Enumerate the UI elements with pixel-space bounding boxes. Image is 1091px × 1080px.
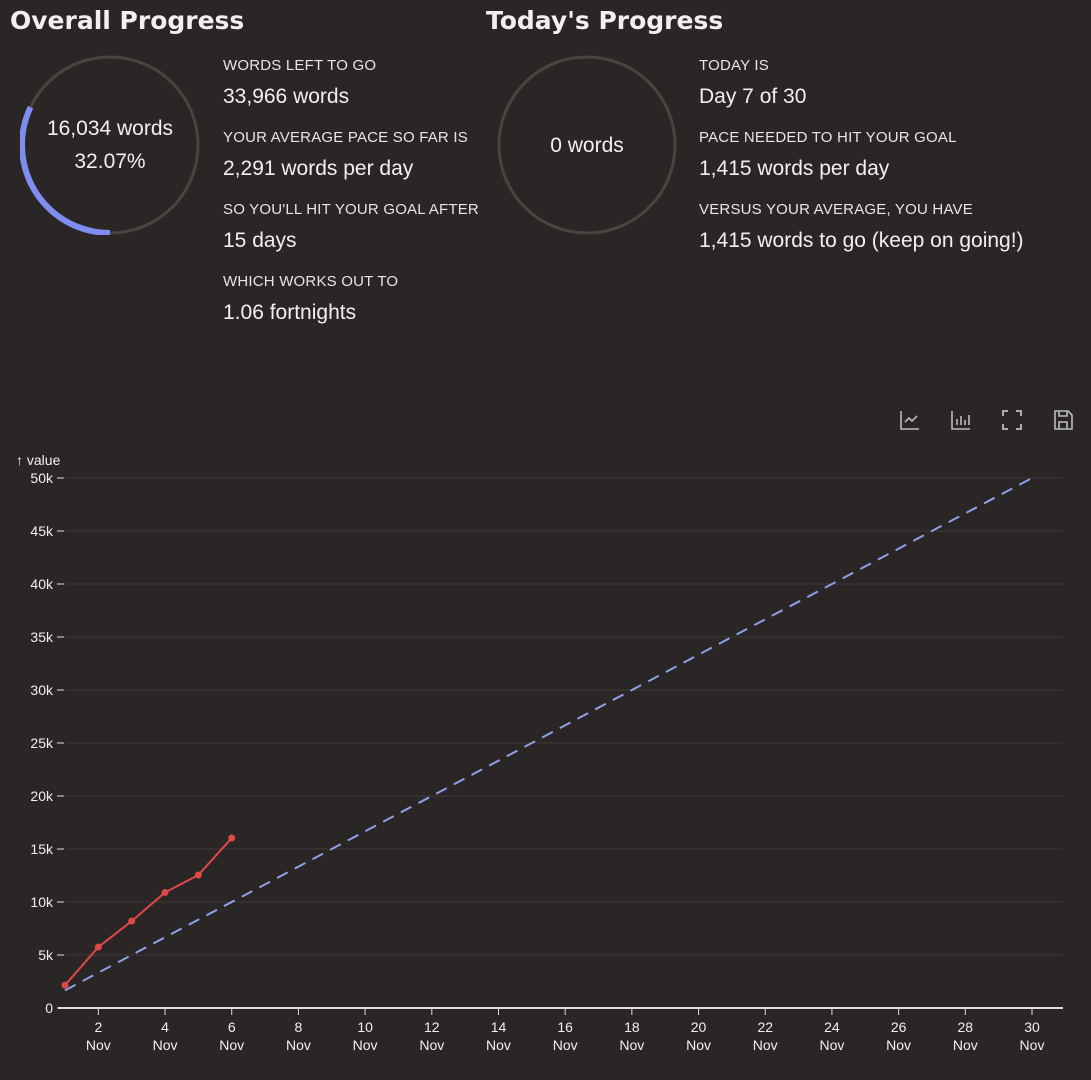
stat-label: Words left to go bbox=[223, 57, 377, 74]
x-tick-month: Nov bbox=[686, 1037, 711, 1053]
stat-label: Versus your average, you have bbox=[699, 201, 973, 218]
x-tick-month: Nov bbox=[353, 1037, 378, 1053]
x-tick-label: 12 bbox=[424, 1019, 440, 1035]
x-tick-label: 20 bbox=[691, 1019, 707, 1035]
fullscreen-icon[interactable] bbox=[1000, 408, 1024, 432]
overall-percent: 32.07% bbox=[74, 150, 146, 173]
y-tick-label: 40k bbox=[30, 576, 54, 592]
data-point[interactable] bbox=[228, 834, 236, 842]
x-tick-month: Nov bbox=[619, 1037, 644, 1053]
chart-toolbar bbox=[898, 408, 1075, 432]
stat-label: So you'll hit your goal after bbox=[223, 201, 479, 218]
stat-value: 1,415 words per day bbox=[699, 157, 890, 180]
stat-value: 33,966 words bbox=[223, 85, 350, 108]
data-point[interactable] bbox=[161, 888, 169, 896]
y-tick-label: 5k bbox=[38, 947, 54, 963]
y-axis-label: ↑ value bbox=[16, 452, 61, 468]
overall-words: 16,034 words bbox=[46, 117, 174, 140]
data-point[interactable] bbox=[94, 943, 102, 951]
x-tick-label: 10 bbox=[357, 1019, 373, 1035]
x-tick-month: Nov bbox=[1020, 1037, 1045, 1053]
y-tick-label: 50k bbox=[30, 470, 54, 486]
stat-label: Which works out to bbox=[223, 273, 399, 290]
x-tick-month: Nov bbox=[553, 1037, 578, 1053]
data-point[interactable] bbox=[61, 981, 69, 989]
x-tick-month: Nov bbox=[486, 1037, 511, 1053]
y-tick-label: 20k bbox=[30, 788, 54, 804]
y-tick-label: 45k bbox=[30, 523, 54, 539]
x-tick-label: 24 bbox=[824, 1019, 840, 1035]
today-words: 0 words bbox=[550, 133, 624, 157]
x-tick-label: 18 bbox=[624, 1019, 640, 1035]
x-tick-month: Nov bbox=[953, 1037, 978, 1053]
x-tick-month: Nov bbox=[153, 1037, 178, 1053]
y-tick-label: 30k bbox=[30, 682, 54, 698]
overall-progress-arc bbox=[19, 54, 201, 236]
stat-label: Pace needed to hit your goal bbox=[699, 129, 957, 146]
stat-value: Day 7 of 30 bbox=[699, 85, 807, 108]
data-point[interactable] bbox=[128, 917, 136, 925]
x-tick-label: 16 bbox=[557, 1019, 573, 1035]
todays-progress-title: Today's Progress bbox=[486, 6, 724, 35]
overall-stats: Words left to go 33,966 words Your avera… bbox=[223, 54, 479, 332]
x-tick-label: 22 bbox=[757, 1019, 773, 1035]
data-point[interactable] bbox=[194, 871, 202, 879]
actual-words-line bbox=[64, 837, 233, 986]
x-tick-label: 30 bbox=[1024, 1019, 1040, 1035]
ring-track bbox=[497, 55, 677, 235]
x-tick-label: 28 bbox=[958, 1019, 974, 1035]
y-tick-label: 0 bbox=[45, 1000, 53, 1016]
stat-label: Today is bbox=[699, 57, 769, 74]
x-tick-month: Nov bbox=[219, 1037, 244, 1053]
y-tick-label: 25k bbox=[30, 735, 54, 751]
x-tick-month: Nov bbox=[886, 1037, 911, 1053]
y-tick-label: 10k bbox=[30, 894, 54, 910]
overall-progress-ring: 16,034 words 32.07% bbox=[19, 54, 201, 236]
x-tick-month: Nov bbox=[419, 1037, 444, 1053]
line-chart-icon[interactable] bbox=[898, 408, 922, 432]
x-tick-month: Nov bbox=[86, 1037, 111, 1053]
overall-progress-title: Overall Progress bbox=[10, 6, 245, 35]
today-stats: Today is Day 7 of 30 Pace needed to hit … bbox=[699, 54, 1024, 260]
x-tick-month: Nov bbox=[819, 1037, 844, 1053]
x-tick-month: Nov bbox=[753, 1037, 778, 1053]
x-tick-label: 2 bbox=[94, 1019, 102, 1035]
stat-label: Your average pace so far is bbox=[223, 129, 468, 146]
y-tick-label: 15k bbox=[30, 841, 54, 857]
today-progress-ring: 0 words bbox=[497, 55, 677, 235]
stat-value: 1,415 words to go (keep on going!) bbox=[699, 229, 1024, 252]
x-tick-label: 26 bbox=[891, 1019, 907, 1035]
progress-chart: ↑ value 0 5k 10k 15k 20k 25k 30k 35k 40k 45k 50k 2… bbox=[16, 452, 1063, 1053]
x-tick-label: 8 bbox=[295, 1019, 303, 1035]
stat-value: 1.06 fortnights bbox=[223, 301, 357, 324]
x-tick-month: Nov bbox=[286, 1037, 311, 1053]
y-tick-label: 35k bbox=[30, 629, 54, 645]
x-tick-label: 14 bbox=[491, 1019, 507, 1035]
save-icon[interactable] bbox=[1051, 408, 1075, 432]
stat-value: 2,291 words per day bbox=[223, 157, 414, 180]
stat-value: 15 days bbox=[223, 229, 297, 252]
x-tick-label: 6 bbox=[228, 1019, 236, 1035]
bar-chart-icon[interactable] bbox=[949, 408, 973, 432]
goal-pace-line bbox=[64, 477, 1033, 992]
x-tick-label: 4 bbox=[161, 1019, 169, 1035]
